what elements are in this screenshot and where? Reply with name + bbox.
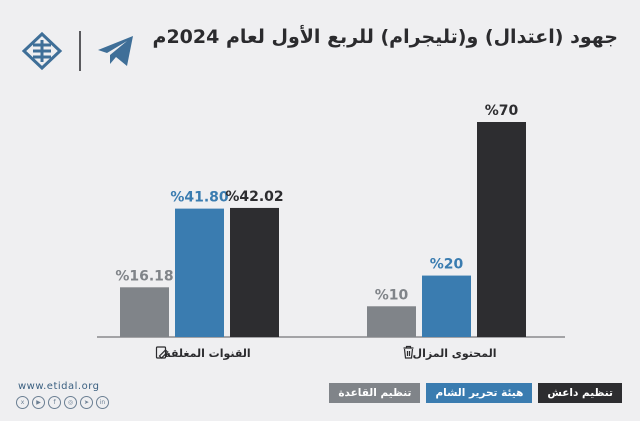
website-link[interactable]: www.etidal.org — [18, 381, 100, 392]
legend: تنظيم داعش هيئة تحرير الشام تنظيم القاعد… — [329, 383, 622, 403]
data-label: %10 — [375, 287, 409, 303]
social-icons: x ▶ f ◎ ➤ in — [16, 396, 109, 409]
youtube-icon[interactable]: ▶ — [32, 396, 45, 409]
data-label: %70 — [485, 103, 519, 119]
bar — [120, 287, 169, 337]
trash-icon — [403, 345, 414, 359]
legend-item-isis: تنظيم داعش — [538, 383, 622, 403]
data-label: %20 — [430, 257, 464, 273]
x-icon[interactable]: x — [16, 396, 29, 409]
category-label: المحتوى المزال — [413, 347, 497, 360]
telegram-logo-icon — [98, 36, 133, 66]
instagram-icon[interactable]: ◎ — [64, 396, 77, 409]
logo-divider — [79, 31, 81, 71]
facebook-icon[interactable]: f — [48, 396, 61, 409]
bar — [422, 275, 471, 337]
chart-title: جهود (اعتدال) و(تليجرام) للربع الأول لعا… — [152, 26, 618, 48]
bar — [230, 207, 279, 337]
bar — [367, 306, 416, 337]
data-label: %16.18 — [115, 268, 173, 284]
telegram-icon[interactable]: ➤ — [80, 396, 93, 409]
legend-item-hts: هيئة تحرير الشام — [426, 383, 533, 403]
legend-item-alqaeda: تنظيم القاعدة — [329, 383, 421, 403]
data-label: %42.02 — [225, 189, 283, 205]
etidal-logo-icon — [21, 31, 63, 71]
bar — [477, 122, 526, 337]
edit-icon — [155, 346, 169, 359]
category-label: القنوات المغلقة — [164, 347, 250, 360]
data-label: %41.80 — [170, 190, 229, 206]
linkedin-icon[interactable]: in — [96, 396, 109, 409]
bar — [175, 208, 224, 337]
